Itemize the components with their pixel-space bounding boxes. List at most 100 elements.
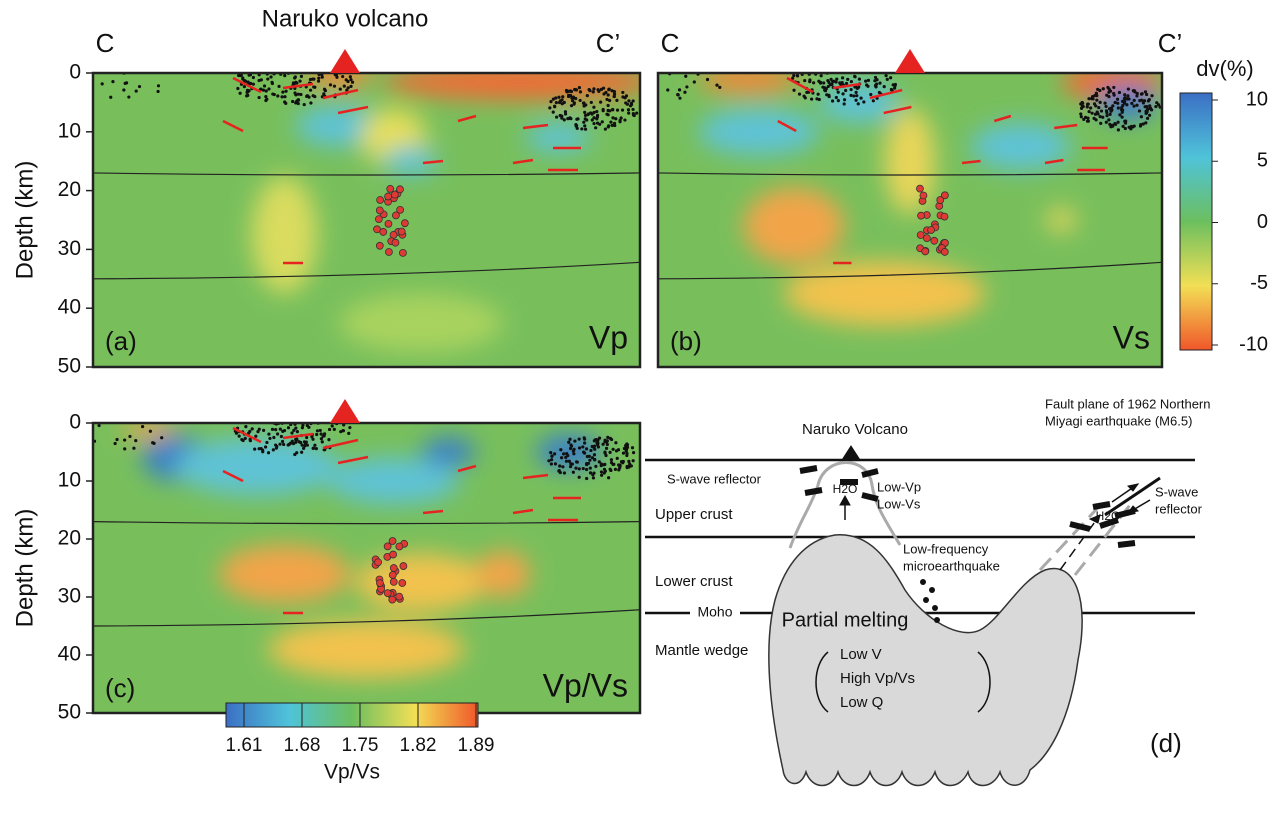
event: [1105, 94, 1108, 97]
event: [244, 437, 247, 440]
event: [878, 82, 881, 85]
event: [559, 99, 562, 102]
event: [804, 68, 807, 71]
event: [889, 76, 892, 79]
event: [255, 66, 258, 69]
lf-event: [396, 543, 403, 550]
event: [325, 69, 328, 72]
event: [1148, 114, 1151, 117]
event: [816, 67, 819, 70]
event: [1117, 106, 1120, 109]
event: [678, 97, 681, 100]
event: [293, 412, 296, 415]
event: [862, 64, 865, 67]
y-tick-label: 20: [58, 527, 81, 550]
event: [1111, 104, 1114, 107]
event: [854, 99, 857, 102]
event: [333, 85, 336, 88]
event: [272, 448, 275, 451]
event: [281, 413, 284, 416]
event: [825, 93, 828, 96]
event: [246, 89, 249, 92]
event: [1079, 102, 1082, 105]
lf-event: [399, 249, 406, 256]
event: [825, 62, 828, 65]
event: [335, 76, 338, 79]
section-start: C: [661, 28, 680, 58]
lf-event: [396, 186, 403, 193]
event: [591, 445, 594, 448]
event: [574, 466, 577, 469]
event: [263, 84, 266, 87]
lf-event: [937, 197, 944, 204]
y-tick-label: 20: [58, 178, 81, 201]
event: [267, 417, 270, 420]
event: [322, 92, 325, 95]
event: [297, 102, 300, 105]
event: [572, 449, 575, 452]
event: [632, 99, 635, 102]
event: [627, 112, 630, 115]
event: [114, 442, 117, 445]
event: [632, 112, 635, 115]
event: [553, 452, 556, 455]
anomaly: [421, 438, 476, 467]
event: [828, 65, 831, 68]
event: [1088, 110, 1091, 113]
colorbar-dv: [1180, 93, 1212, 350]
event: [860, 65, 863, 68]
event: [1092, 117, 1095, 120]
event: [1100, 109, 1103, 112]
event: [547, 459, 550, 462]
event: [600, 474, 603, 477]
event: [1140, 99, 1143, 102]
event: [328, 428, 331, 431]
event: [288, 63, 291, 66]
event: [260, 417, 263, 420]
event: [109, 96, 112, 99]
event: [614, 117, 617, 120]
event: [830, 83, 833, 86]
event: [1108, 123, 1111, 126]
event: [246, 94, 249, 97]
event: [816, 68, 819, 71]
event: [348, 426, 351, 429]
event: [613, 124, 616, 127]
event: [156, 90, 159, 93]
event: [615, 99, 618, 102]
event: [607, 113, 610, 116]
lf-event: [376, 207, 383, 214]
event: [813, 69, 816, 72]
event: [1120, 106, 1123, 109]
event: [805, 91, 808, 94]
event: [621, 108, 624, 111]
event: [588, 89, 591, 92]
event: [627, 108, 630, 111]
colorbar-tick-label: 5: [1257, 150, 1268, 172]
event: [1116, 98, 1119, 101]
event: [611, 108, 614, 111]
event: [1099, 122, 1102, 125]
event: [272, 436, 275, 439]
event: [244, 425, 247, 428]
anomaly: [268, 620, 465, 678]
event: [555, 115, 558, 118]
event: [604, 451, 607, 454]
event: [316, 429, 319, 432]
event: [280, 64, 283, 67]
event: [293, 91, 296, 94]
event: [552, 111, 555, 114]
event: [236, 87, 239, 90]
event: [568, 438, 571, 441]
event: [268, 437, 271, 440]
event: [595, 441, 598, 444]
lf-event: [389, 596, 396, 603]
event: [592, 122, 595, 125]
event: [1091, 97, 1094, 100]
event: [258, 428, 261, 431]
event: [111, 80, 114, 83]
event: [607, 93, 610, 96]
lf-event: [376, 242, 383, 249]
event: [300, 451, 303, 454]
section-end: C’: [1158, 28, 1183, 58]
